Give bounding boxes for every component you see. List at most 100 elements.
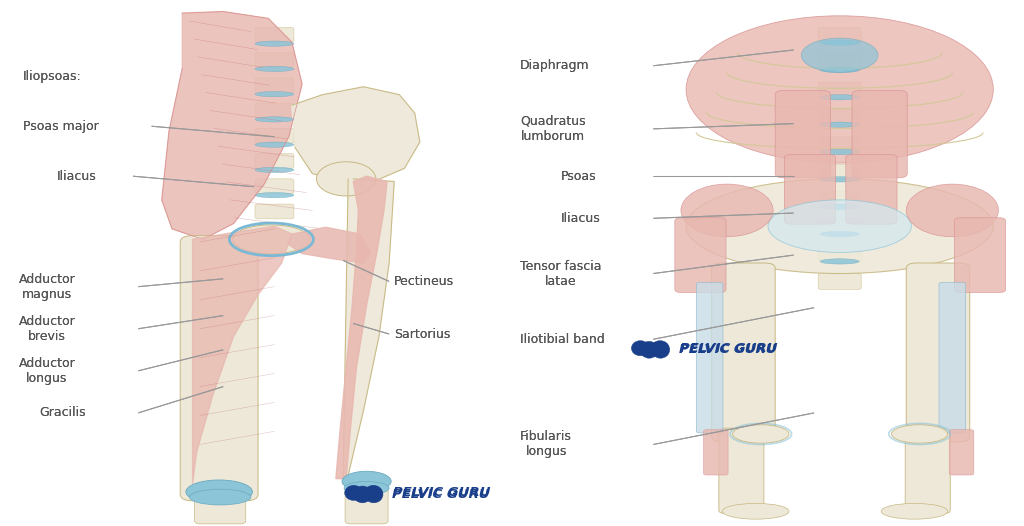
Ellipse shape xyxy=(651,341,670,358)
Polygon shape xyxy=(193,226,292,484)
Text: Adductor
brevis: Adductor brevis xyxy=(18,315,75,343)
Text: Iliotibial band: Iliotibial band xyxy=(520,333,605,346)
FancyBboxPatch shape xyxy=(255,204,294,219)
Polygon shape xyxy=(289,227,371,263)
FancyBboxPatch shape xyxy=(818,191,861,207)
Text: Iliacus: Iliacus xyxy=(561,212,601,225)
Ellipse shape xyxy=(801,38,878,73)
Text: Fibularis
longus: Fibularis longus xyxy=(520,430,572,459)
FancyBboxPatch shape xyxy=(818,246,861,262)
Text: Fibularis
longus: Fibularis longus xyxy=(520,430,572,459)
Ellipse shape xyxy=(733,425,788,443)
Text: Pectineus: Pectineus xyxy=(394,275,455,288)
FancyBboxPatch shape xyxy=(345,478,388,524)
Text: Pectineus: Pectineus xyxy=(394,275,455,288)
Ellipse shape xyxy=(345,485,362,500)
Text: Adductor
brevis: Adductor brevis xyxy=(18,315,75,343)
Text: Sartorius: Sartorius xyxy=(394,328,451,340)
Ellipse shape xyxy=(255,142,294,147)
Polygon shape xyxy=(343,179,394,484)
Text: Adductor
magnus: Adductor magnus xyxy=(18,272,75,301)
Ellipse shape xyxy=(632,341,649,356)
FancyBboxPatch shape xyxy=(818,164,861,180)
Ellipse shape xyxy=(820,259,859,264)
FancyBboxPatch shape xyxy=(775,90,830,178)
Ellipse shape xyxy=(686,16,993,163)
Text: Psoas major: Psoas major xyxy=(23,120,98,133)
Ellipse shape xyxy=(255,66,294,72)
Polygon shape xyxy=(162,12,302,239)
FancyBboxPatch shape xyxy=(255,179,294,194)
Ellipse shape xyxy=(820,204,859,209)
Text: Gracilis: Gracilis xyxy=(39,407,86,419)
FancyBboxPatch shape xyxy=(939,282,966,433)
Ellipse shape xyxy=(255,117,294,122)
Ellipse shape xyxy=(365,486,383,503)
Ellipse shape xyxy=(255,193,294,198)
Text: Adductor
longus: Adductor longus xyxy=(18,357,75,385)
FancyBboxPatch shape xyxy=(818,137,861,153)
Text: Quadratus
lumborum: Quadratus lumborum xyxy=(520,115,586,143)
Text: PELVIC GURU: PELVIC GURU xyxy=(392,488,489,501)
FancyBboxPatch shape xyxy=(818,219,861,235)
Ellipse shape xyxy=(881,503,948,519)
Ellipse shape xyxy=(686,179,993,274)
Text: PELVIC GURU: PELVIC GURU xyxy=(679,343,776,356)
Text: Quadratus
lumborum: Quadratus lumborum xyxy=(520,115,586,143)
FancyBboxPatch shape xyxy=(180,236,258,501)
Ellipse shape xyxy=(820,231,859,237)
FancyBboxPatch shape xyxy=(255,78,294,93)
Text: Sartorius: Sartorius xyxy=(394,328,451,340)
FancyBboxPatch shape xyxy=(818,109,861,125)
Ellipse shape xyxy=(365,485,382,500)
Ellipse shape xyxy=(255,41,294,46)
Text: Diaphragm: Diaphragm xyxy=(520,59,590,72)
Text: Iliacus: Iliacus xyxy=(56,170,96,183)
Ellipse shape xyxy=(681,184,773,237)
Ellipse shape xyxy=(820,122,859,127)
Ellipse shape xyxy=(820,95,859,100)
FancyBboxPatch shape xyxy=(818,55,861,70)
Text: Iliacus: Iliacus xyxy=(56,170,96,183)
FancyBboxPatch shape xyxy=(675,218,726,292)
Ellipse shape xyxy=(186,480,252,504)
Text: PELVIC GURU: PELVIC GURU xyxy=(393,487,490,499)
FancyBboxPatch shape xyxy=(954,218,1006,292)
Ellipse shape xyxy=(353,486,372,503)
Ellipse shape xyxy=(820,149,859,155)
FancyBboxPatch shape xyxy=(905,428,950,513)
FancyBboxPatch shape xyxy=(852,90,907,178)
Text: Iliopsoas:: Iliopsoas: xyxy=(23,70,81,83)
FancyBboxPatch shape xyxy=(712,263,775,442)
FancyBboxPatch shape xyxy=(949,430,974,475)
FancyBboxPatch shape xyxy=(703,430,728,475)
Ellipse shape xyxy=(820,177,859,182)
Text: Psoas: Psoas xyxy=(561,170,597,183)
Ellipse shape xyxy=(906,184,998,237)
Ellipse shape xyxy=(255,167,294,173)
Ellipse shape xyxy=(316,162,376,196)
FancyBboxPatch shape xyxy=(818,27,861,43)
Text: Adductor
magnus: Adductor magnus xyxy=(18,272,75,301)
FancyBboxPatch shape xyxy=(255,128,294,143)
Ellipse shape xyxy=(342,471,391,491)
Ellipse shape xyxy=(820,40,859,45)
Ellipse shape xyxy=(651,341,669,356)
FancyBboxPatch shape xyxy=(719,428,764,513)
FancyBboxPatch shape xyxy=(255,53,294,67)
FancyBboxPatch shape xyxy=(195,486,246,524)
Ellipse shape xyxy=(640,341,658,358)
Text: Iliotibial band: Iliotibial band xyxy=(520,333,605,346)
FancyBboxPatch shape xyxy=(255,27,294,42)
FancyBboxPatch shape xyxy=(818,274,861,289)
Ellipse shape xyxy=(820,67,859,73)
FancyBboxPatch shape xyxy=(906,263,970,442)
Text: Tensor fascia
latae: Tensor fascia latae xyxy=(520,259,602,288)
Text: Diaphragm: Diaphragm xyxy=(520,59,590,72)
Polygon shape xyxy=(292,87,420,181)
Text: Tensor fascia
latae: Tensor fascia latae xyxy=(520,259,602,288)
Ellipse shape xyxy=(255,92,294,97)
Text: PELVIC GURU: PELVIC GURU xyxy=(680,342,777,355)
FancyBboxPatch shape xyxy=(255,103,294,118)
Ellipse shape xyxy=(189,489,251,505)
